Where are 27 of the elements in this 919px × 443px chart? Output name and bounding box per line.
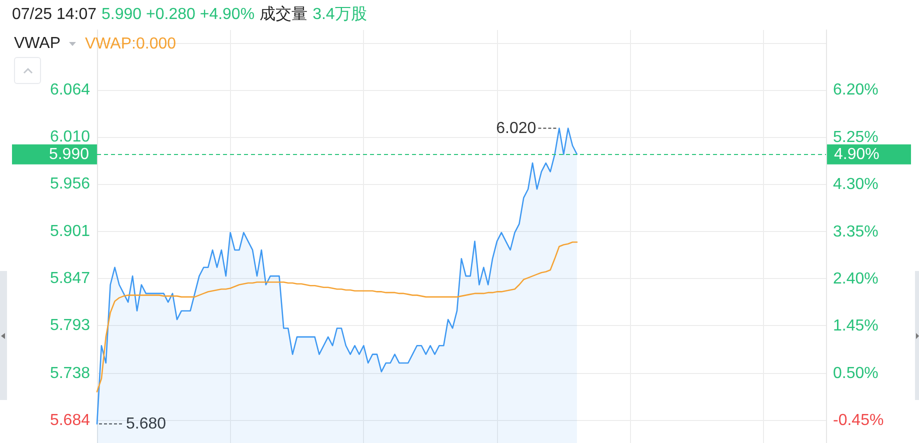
y-tick-label: 5.901 bbox=[50, 223, 90, 240]
y-tick-label: 5.956 bbox=[50, 175, 90, 192]
y-tick-label: 5.793 bbox=[50, 317, 90, 334]
y-tick-label: 6.010 bbox=[50, 128, 90, 146]
y-tick-label: 5.684 bbox=[50, 412, 90, 429]
text: 成交量 bbox=[260, 6, 308, 23]
annotation: 6.020 bbox=[496, 120, 536, 137]
y2-tick-label: 6.20% bbox=[833, 82, 878, 99]
chart-title: 07/25 14:07 bbox=[12, 6, 97, 23]
y2-tick-label: 1.45% bbox=[833, 318, 878, 335]
y2-tick-label: 3.35% bbox=[833, 223, 878, 240]
y2-tick-label: 2.40% bbox=[833, 270, 878, 288]
text: VWAP bbox=[14, 35, 61, 52]
y2-tick-label: 0.50% bbox=[833, 364, 878, 382]
y-tick-label: 6.064 bbox=[50, 81, 90, 98]
ref-line-label: 5.990 bbox=[48, 146, 90, 163]
text: 4.90% bbox=[834, 146, 880, 163]
annotation: 5.680 bbox=[126, 415, 166, 432]
text: VWAP:0.000 bbox=[85, 36, 176, 52]
y2-tick-label: -0.45% bbox=[833, 412, 884, 430]
text: 5.990 +0.280 +4.90% bbox=[102, 6, 255, 23]
y-tick-label: 5.847 bbox=[50, 270, 90, 288]
text: 3.4万股 bbox=[312, 6, 367, 23]
y2-tick-label: 4.30% bbox=[833, 176, 878, 194]
y2-tick-label: 5.25% bbox=[833, 128, 878, 146]
y-tick-label: 5.738 bbox=[50, 364, 90, 382]
line-series bbox=[96, 242, 578, 392]
